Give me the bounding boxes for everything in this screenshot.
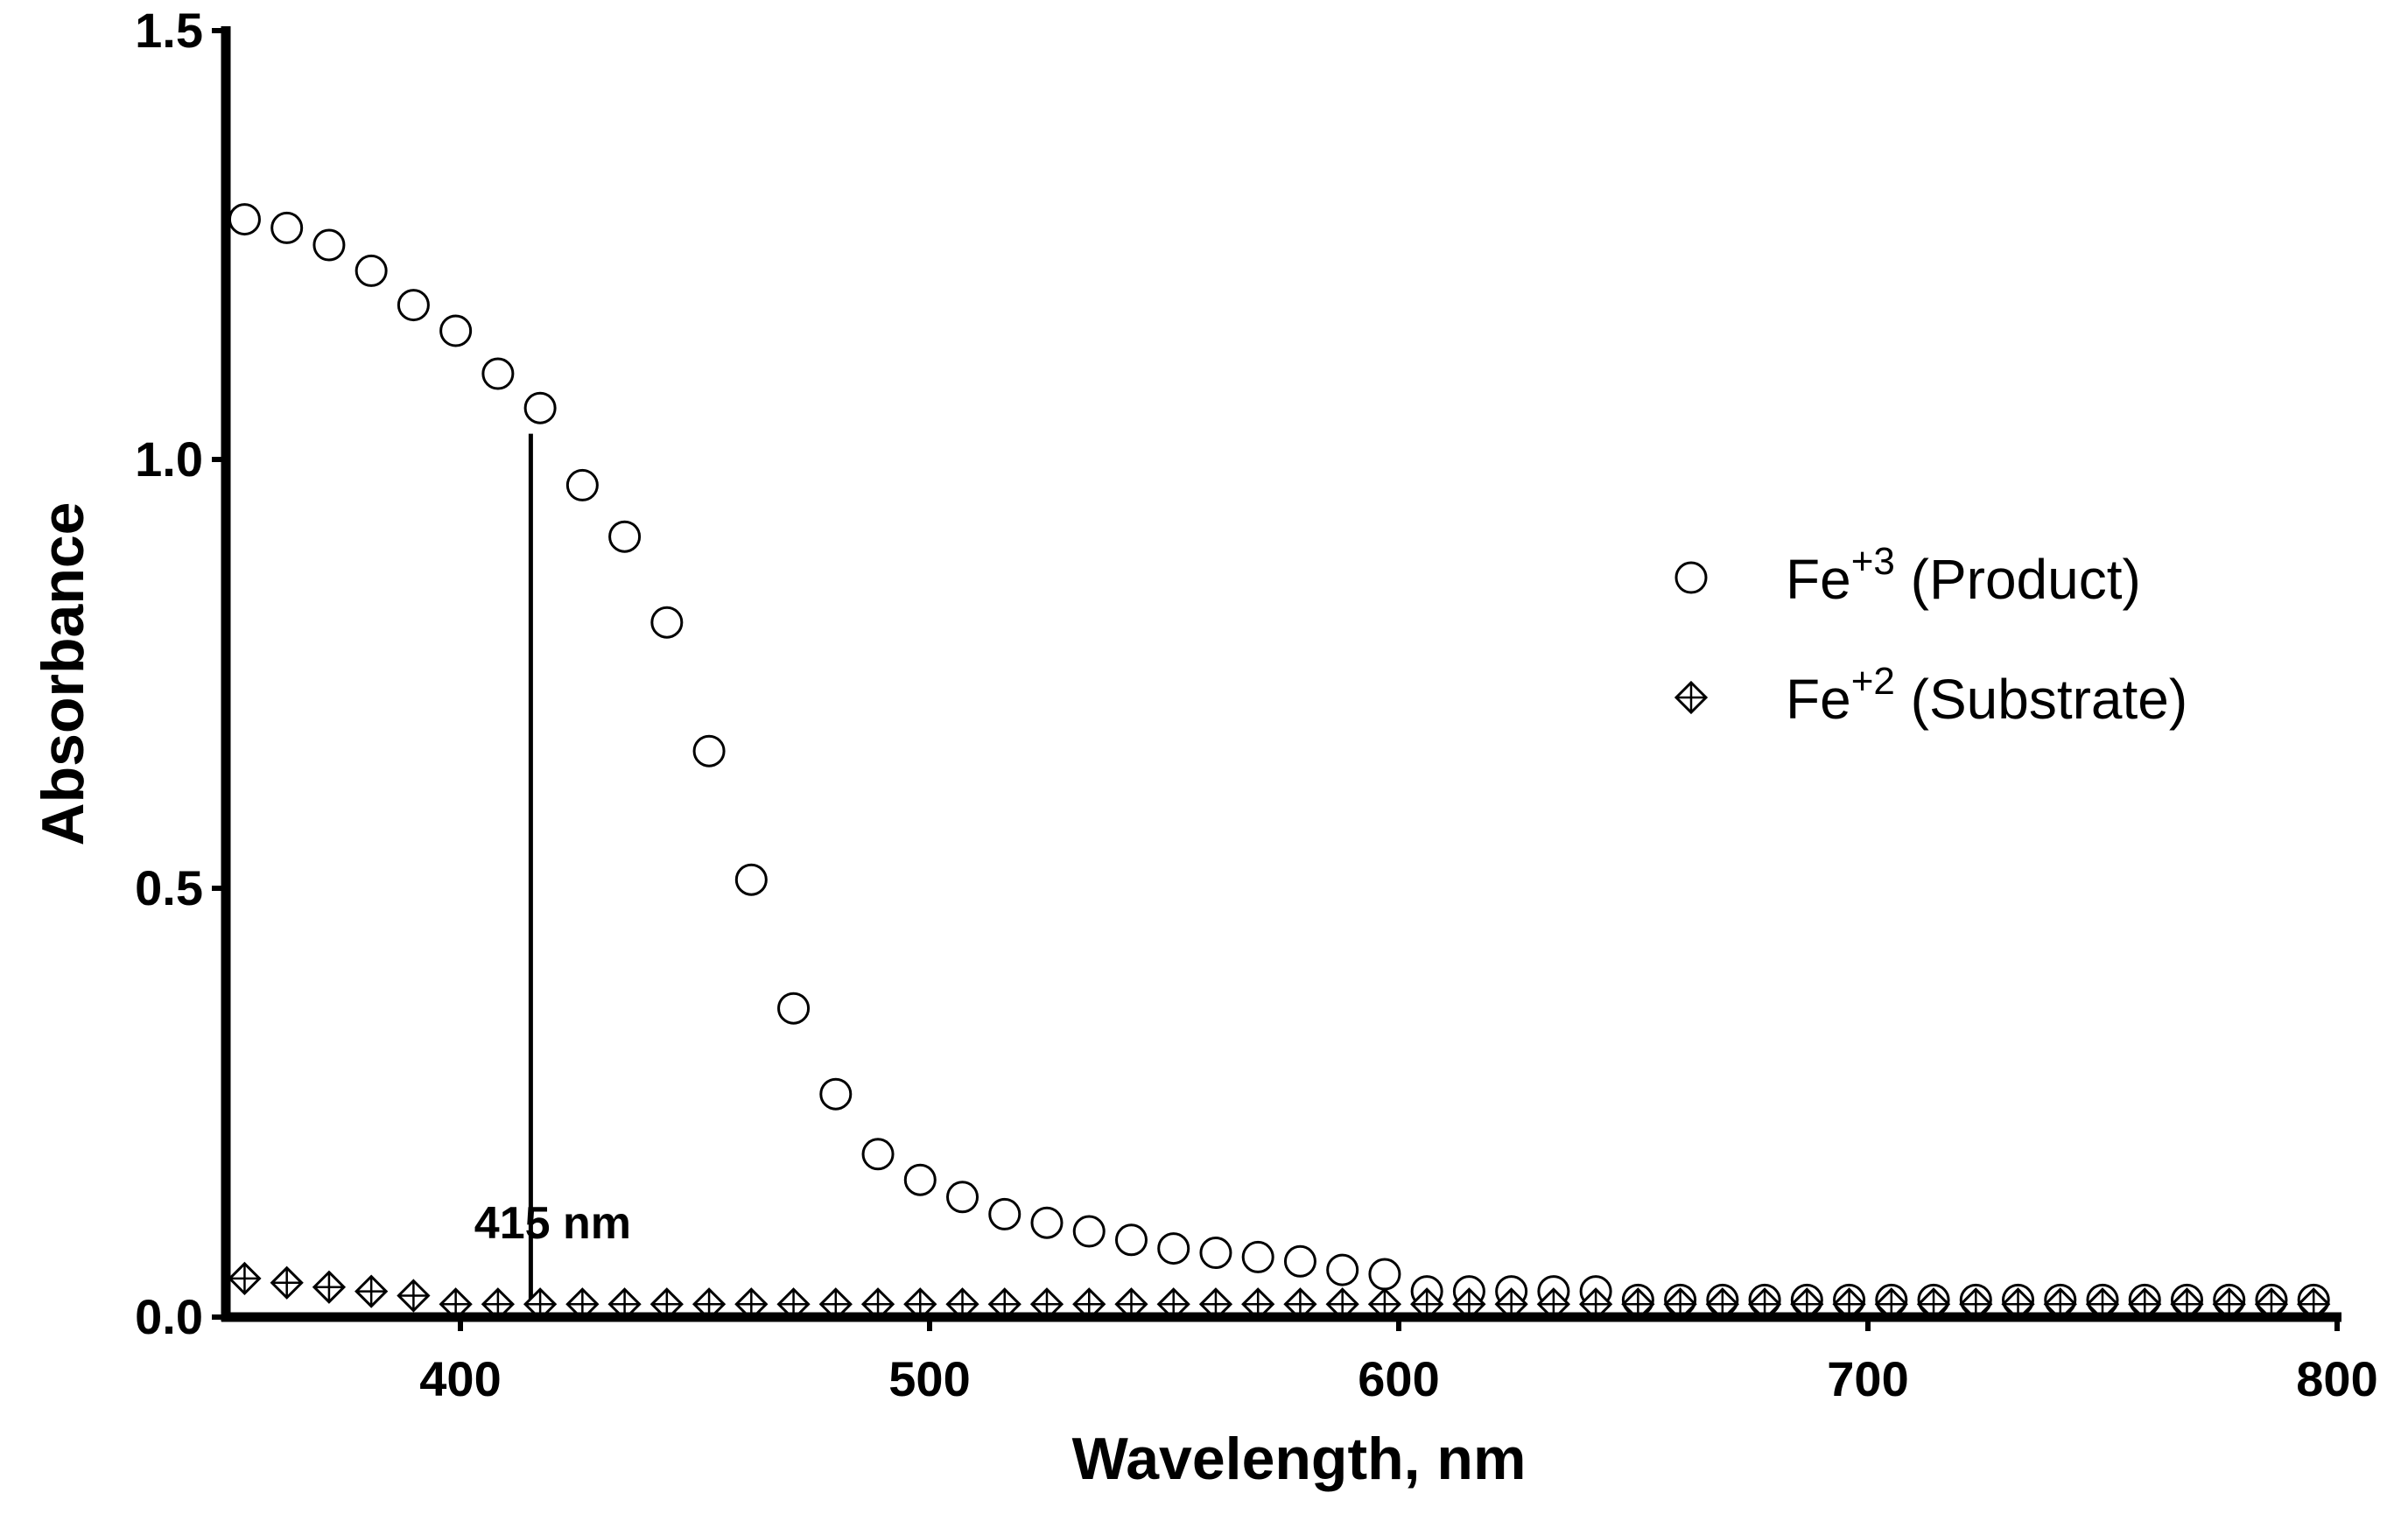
axis-ticks: 0.0 0.5 1.0 1.5 400 500 600 700 800 — [135, 3, 2378, 1406]
legend-label-sup: +3 — [1851, 540, 1895, 583]
data-point — [565, 468, 599, 501]
data-point — [650, 606, 684, 639]
data-point — [481, 1287, 516, 1321]
data-markers — [228, 203, 2331, 1321]
data-point — [228, 1261, 262, 1296]
legend-label-rest: (Product) — [1895, 548, 2141, 611]
data-point — [1241, 1240, 1274, 1273]
data-point — [777, 992, 811, 1025]
data-point — [819, 1077, 853, 1111]
data-point — [692, 1287, 727, 1321]
data-point — [1326, 1253, 1359, 1286]
data-point — [692, 734, 726, 768]
axes-group — [221, 26, 2341, 1322]
data-point — [1072, 1215, 1106, 1248]
data-point — [355, 1274, 389, 1308]
legend-item-fe2-substrate: Fe+2 (Substrate) — [1674, 660, 2187, 731]
data-point — [1283, 1244, 1316, 1278]
x-tick-label: 800 — [2296, 1351, 2377, 1406]
data-point — [270, 1265, 304, 1300]
data-point — [903, 1163, 937, 1196]
data-point — [734, 863, 768, 896]
legend: Fe+3 (Product)Fe+2 (Substrate) — [1674, 540, 2187, 731]
legend-marker-circle — [1674, 561, 1708, 594]
legend-label-main: Fe — [1786, 668, 1851, 731]
series-fe3-product — [228, 203, 2330, 1316]
data-point — [1199, 1237, 1232, 1269]
y-tick-label: 1.0 — [135, 431, 203, 487]
y-tick-label: 0.5 — [135, 860, 203, 915]
y-tick-label: 1.5 — [135, 3, 203, 58]
data-point — [1536, 1287, 1571, 1321]
data-point — [1030, 1206, 1064, 1239]
data-point — [312, 1270, 347, 1304]
data-point — [946, 1181, 979, 1214]
data-point — [608, 520, 642, 553]
data-point — [228, 203, 261, 236]
data-point — [1157, 1232, 1190, 1265]
annotation-group: 415 nm — [474, 433, 631, 1300]
data-point — [312, 228, 346, 262]
legend-marker-diamond — [1674, 680, 1709, 715]
y-axis-title: Absorbance — [30, 502, 96, 846]
data-point — [355, 254, 388, 287]
legend-label-sup: +2 — [1851, 660, 1895, 703]
data-point — [481, 357, 515, 390]
x-axis-title: Wavelength, nm — [1072, 1426, 1527, 1492]
data-point — [1029, 1287, 1064, 1321]
data-point — [397, 289, 430, 322]
data-point — [270, 211, 304, 244]
legend-label-rest: (Substrate) — [1895, 668, 2187, 731]
legend-label: Fe+2 (Substrate) — [1786, 660, 2187, 731]
data-point — [523, 391, 557, 424]
x-tick-label: 700 — [1827, 1351, 1908, 1406]
x-tick-label: 500 — [888, 1351, 970, 1406]
data-point — [397, 1279, 431, 1313]
legend-label: Fe+3 (Product) — [1786, 540, 2141, 611]
legend-item-fe3-product: Fe+3 (Product) — [1674, 540, 2141, 611]
data-point — [734, 1287, 769, 1321]
data-point — [439, 314, 473, 347]
legend-label-main: Fe — [1786, 548, 1851, 611]
data-point — [1368, 1258, 1401, 1291]
data-point — [861, 1138, 895, 1171]
x-tick-label: 600 — [1358, 1351, 1439, 1406]
data-point — [607, 1287, 642, 1321]
y-tick-label: 0.0 — [135, 1289, 203, 1344]
data-point — [988, 1197, 1021, 1230]
x-tick-label: 400 — [419, 1351, 501, 1406]
data-point — [1114, 1223, 1148, 1257]
annotation-415nm-label: 415 nm — [474, 1198, 631, 1249]
